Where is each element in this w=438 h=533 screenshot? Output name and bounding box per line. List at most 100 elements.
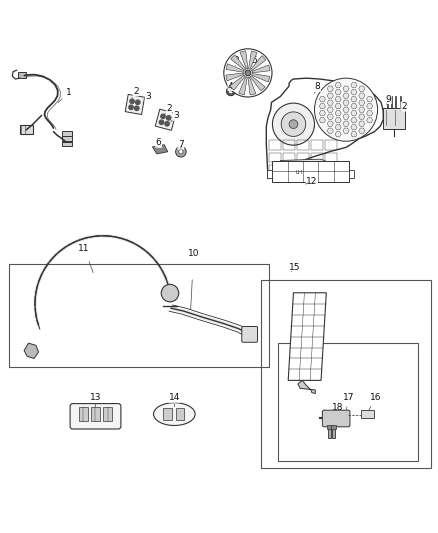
Text: 13: 13: [90, 393, 101, 402]
Bar: [278, 343, 418, 462]
Polygon shape: [335, 118, 341, 123]
Text: 10: 10: [188, 249, 199, 258]
Text: 3: 3: [173, 111, 179, 120]
Polygon shape: [327, 100, 333, 106]
Polygon shape: [367, 110, 373, 116]
Bar: [269, 152, 281, 162]
Polygon shape: [226, 64, 244, 72]
Polygon shape: [359, 107, 365, 112]
Polygon shape: [266, 78, 383, 179]
Circle shape: [129, 105, 133, 109]
Bar: [283, 165, 295, 174]
Polygon shape: [335, 110, 341, 116]
Circle shape: [232, 59, 239, 66]
Polygon shape: [230, 75, 245, 90]
Polygon shape: [335, 132, 341, 137]
Polygon shape: [351, 90, 357, 95]
Polygon shape: [359, 114, 365, 119]
Text: 14: 14: [169, 393, 180, 402]
Circle shape: [130, 99, 134, 103]
Polygon shape: [343, 100, 349, 106]
Text: 15: 15: [289, 263, 300, 272]
Text: 2: 2: [133, 87, 138, 96]
Polygon shape: [155, 109, 176, 131]
Text: 9: 9: [385, 95, 392, 104]
Polygon shape: [351, 103, 357, 109]
Polygon shape: [351, 110, 357, 116]
Bar: [311, 152, 323, 162]
Polygon shape: [343, 114, 349, 119]
Bar: [91, 407, 100, 421]
Circle shape: [314, 78, 378, 141]
Polygon shape: [359, 128, 365, 133]
Polygon shape: [249, 51, 257, 69]
Bar: [297, 140, 309, 150]
Polygon shape: [351, 83, 357, 88]
FancyBboxPatch shape: [18, 72, 26, 78]
Circle shape: [176, 147, 186, 157]
Bar: [361, 410, 374, 418]
Text: 6: 6: [155, 139, 162, 148]
Polygon shape: [252, 65, 270, 73]
Bar: [283, 140, 295, 150]
Text: 2: 2: [401, 102, 406, 111]
Text: 11: 11: [78, 244, 90, 253]
Polygon shape: [327, 114, 333, 119]
Text: 18: 18: [332, 403, 344, 412]
Polygon shape: [226, 73, 244, 81]
Polygon shape: [319, 110, 325, 116]
Polygon shape: [343, 93, 349, 98]
Circle shape: [161, 114, 165, 118]
Polygon shape: [240, 51, 248, 69]
Polygon shape: [367, 118, 373, 123]
FancyBboxPatch shape: [62, 136, 72, 141]
Bar: [9, 264, 269, 367]
Polygon shape: [231, 55, 246, 70]
Polygon shape: [327, 107, 333, 112]
Bar: [261, 280, 431, 468]
Text: LH: LH: [295, 169, 302, 175]
Text: 2: 2: [166, 104, 172, 114]
Bar: [103, 407, 112, 421]
Bar: [283, 152, 295, 162]
Polygon shape: [327, 121, 333, 126]
Circle shape: [272, 103, 314, 145]
Polygon shape: [24, 343, 39, 359]
Circle shape: [136, 100, 140, 104]
Polygon shape: [359, 93, 365, 98]
Polygon shape: [351, 96, 357, 102]
Bar: [328, 427, 331, 438]
Text: 16: 16: [370, 393, 381, 402]
Bar: [331, 425, 336, 429]
Circle shape: [179, 150, 183, 154]
Text: 3: 3: [145, 93, 151, 101]
Polygon shape: [335, 83, 341, 88]
Text: 5: 5: [251, 56, 257, 65]
Polygon shape: [335, 96, 341, 102]
Bar: [297, 165, 309, 174]
Polygon shape: [288, 293, 326, 381]
Bar: [311, 140, 323, 150]
Polygon shape: [152, 145, 168, 154]
FancyBboxPatch shape: [242, 327, 258, 342]
Polygon shape: [250, 76, 265, 91]
Circle shape: [134, 106, 139, 110]
Polygon shape: [327, 93, 333, 98]
Text: 4: 4: [228, 82, 233, 91]
Polygon shape: [343, 86, 349, 91]
Circle shape: [161, 284, 179, 302]
Text: 19: 19: [332, 419, 344, 429]
Text: 2: 2: [234, 56, 239, 65]
Polygon shape: [251, 55, 266, 71]
Polygon shape: [335, 125, 341, 130]
Circle shape: [245, 70, 251, 76]
Bar: [163, 408, 172, 420]
Circle shape: [224, 49, 272, 97]
Polygon shape: [319, 118, 325, 123]
Polygon shape: [343, 107, 349, 112]
Polygon shape: [280, 159, 325, 167]
Polygon shape: [351, 132, 357, 137]
Ellipse shape: [153, 403, 195, 425]
Polygon shape: [367, 103, 373, 109]
Text: 17: 17: [343, 393, 354, 402]
